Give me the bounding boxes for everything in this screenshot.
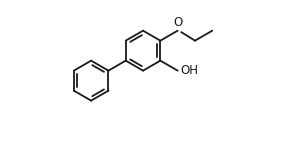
- Text: OH: OH: [180, 64, 198, 77]
- Text: O: O: [173, 16, 182, 29]
